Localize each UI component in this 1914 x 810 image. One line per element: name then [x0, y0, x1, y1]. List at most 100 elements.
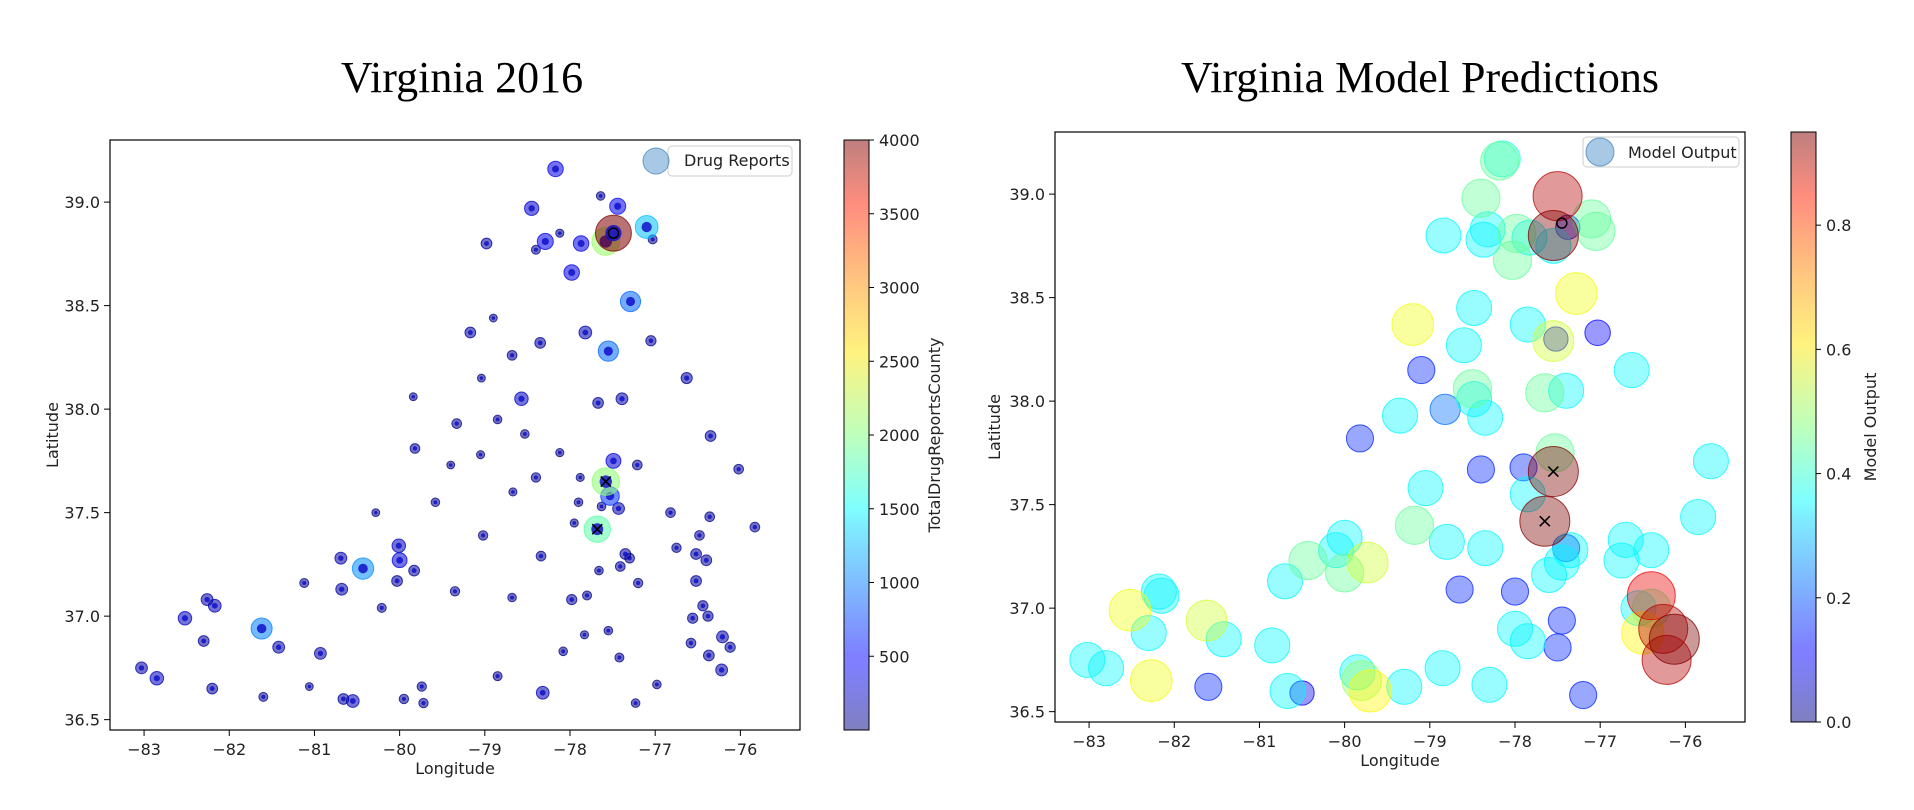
chart-2-point[interactable] [1543, 326, 1569, 352]
chart-1-legend[interactable]: Drug Reports [642, 145, 793, 177]
chart-2-point[interactable] [1633, 532, 1670, 569]
chart-2-point[interactable] [1428, 523, 1465, 560]
chart-2-point[interactable] [1569, 681, 1598, 710]
chart-2-point[interactable] [1525, 373, 1565, 413]
chart-2-point[interactable] [1381, 397, 1419, 434]
chart-2-point[interactable] [1613, 352, 1650, 389]
chart-2-point[interactable] [1452, 369, 1492, 409]
chart-2-point[interactable] [1325, 553, 1365, 593]
chart-2-legend-box [1582, 136, 1740, 168]
chart-2-point[interactable] [1394, 505, 1435, 545]
chart-2-point[interactable] [1130, 614, 1167, 652]
chart-1-point-core [339, 586, 345, 592]
chart-1-point-core [688, 640, 694, 646]
chart-2-point[interactable] [1552, 532, 1589, 569]
chart-2-point[interactable] [1584, 319, 1611, 347]
chart-2-point[interactable] [1680, 499, 1717, 536]
chart-1-x-tick-label: −79 [468, 740, 502, 759]
chart-1-plot-area [109, 139, 801, 731]
chart-2-point[interactable] [1069, 641, 1106, 678]
chart-2-point[interactable] [1511, 219, 1548, 256]
chart-2-point[interactable] [1576, 211, 1616, 251]
chart-1-colorbar-tick-label: 3000 [879, 279, 920, 298]
chart-2-point[interactable] [1254, 627, 1291, 664]
chart-2-point[interactable] [1461, 178, 1501, 218]
chart-1-point-core [204, 596, 210, 603]
chart-2-point[interactable] [1626, 571, 1676, 621]
chart-2-point[interactable] [1480, 141, 1520, 181]
chart-2-point[interactable] [1269, 672, 1306, 709]
chart-2-colorbar-tick-label: 0.2 [1826, 589, 1851, 608]
chart-2-point[interactable] [1483, 140, 1521, 178]
chart-2-point[interactable] [1425, 217, 1462, 254]
chart-2-point[interactable] [1445, 575, 1474, 604]
chart-2-point[interactable] [1346, 541, 1389, 584]
chart-2-point[interactable] [1641, 634, 1692, 685]
chart-1-point-core [454, 421, 459, 426]
chart-2-point[interactable] [1543, 633, 1572, 662]
chart-1-circle-marker [607, 227, 620, 239]
chart-2-point[interactable] [1648, 613, 1700, 665]
chart-2-point[interactable] [1527, 210, 1579, 262]
chart-1-point-core [617, 655, 622, 660]
chart-2-point[interactable] [1088, 650, 1125, 687]
chart-2-point[interactable] [1532, 320, 1575, 363]
chart-2-point[interactable] [1194, 672, 1223, 701]
chart-2-colorbar-tick-label: 0.4 [1826, 465, 1851, 484]
chart-2-point[interactable] [1143, 577, 1180, 614]
chart-2-point[interactable] [1607, 521, 1644, 558]
chart-1-point-core [419, 684, 424, 689]
chart-2-point[interactable] [1465, 221, 1502, 258]
chart-2-colorbar-ticks: 0.0 0.2 0.4 0.6 0.8 [1816, 216, 1851, 732]
chart-2-point[interactable] [1339, 654, 1376, 691]
chart-2-point[interactable] [1497, 213, 1537, 254]
chart-2-point[interactable] [1445, 327, 1482, 364]
chart-2-y-tick-label: 38.5 [1009, 289, 1045, 308]
chart-2-point[interactable] [1386, 668, 1423, 705]
chart-2-point[interactable] [1108, 588, 1152, 632]
chart-2-point[interactable] [1407, 356, 1436, 385]
chart-2-point[interactable] [1471, 666, 1508, 703]
chart-1-legend-marker [642, 147, 670, 175]
chart-2-y-tick-label: 36.5 [1009, 703, 1045, 722]
chart-1-point-core [478, 452, 483, 457]
chart-1-point-core [568, 269, 576, 276]
chart-2-legend[interactable]: Model Output [1582, 136, 1740, 168]
chart-1-point-core [518, 395, 525, 402]
chart-2-point[interactable] [1466, 455, 1495, 484]
chart-2-point[interactable] [1547, 606, 1576, 635]
chart-2-point[interactable] [1185, 599, 1228, 642]
chart-1-y-ticks: 36.5 37.0 37.5 38.0 38.5 39.0 [64, 193, 110, 730]
chart-2-point[interactable] [1467, 530, 1504, 567]
chart-2-point[interactable] [1509, 623, 1546, 660]
chart-2-point[interactable] [1548, 372, 1585, 409]
chart-2-point[interactable] [1509, 306, 1546, 343]
chart-1-point-core [606, 628, 611, 633]
chart-1-point-core [411, 394, 416, 399]
chart-2-point[interactable] [1456, 289, 1493, 326]
chart-1-point-core [539, 689, 546, 696]
chart-2-point[interactable] [1424, 650, 1461, 687]
chart-2-point[interactable] [1509, 476, 1546, 513]
chart-2-point[interactable] [1407, 470, 1444, 507]
chart-2-point[interactable] [1266, 563, 1304, 600]
chart-2-point[interactable] [1692, 443, 1729, 480]
chart-2-point[interactable] [1535, 227, 1572, 264]
chart-2-point[interactable] [1469, 211, 1506, 248]
chart-2-point[interactable] [1205, 621, 1242, 658]
chart-1-point-core [618, 564, 623, 569]
chart-2-point[interactable] [1345, 424, 1375, 453]
chart-2-point[interactable] [1554, 272, 1598, 315]
chart-2-point[interactable] [1129, 659, 1173, 702]
chart-2-point[interactable] [1500, 577, 1530, 606]
chart-2-point[interactable] [1288, 540, 1328, 581]
chart-2-point[interactable] [1341, 660, 1382, 701]
chart-2-point[interactable] [1391, 303, 1435, 346]
chart-2-point[interactable] [1492, 240, 1533, 280]
chart-1-point-core [650, 237, 655, 242]
chart-2-point[interactable] [1348, 669, 1392, 713]
chart-2-point[interactable] [1467, 399, 1504, 436]
chart-1-point-core [401, 696, 406, 702]
chart-1-x-tick-label: −80 [383, 740, 417, 759]
